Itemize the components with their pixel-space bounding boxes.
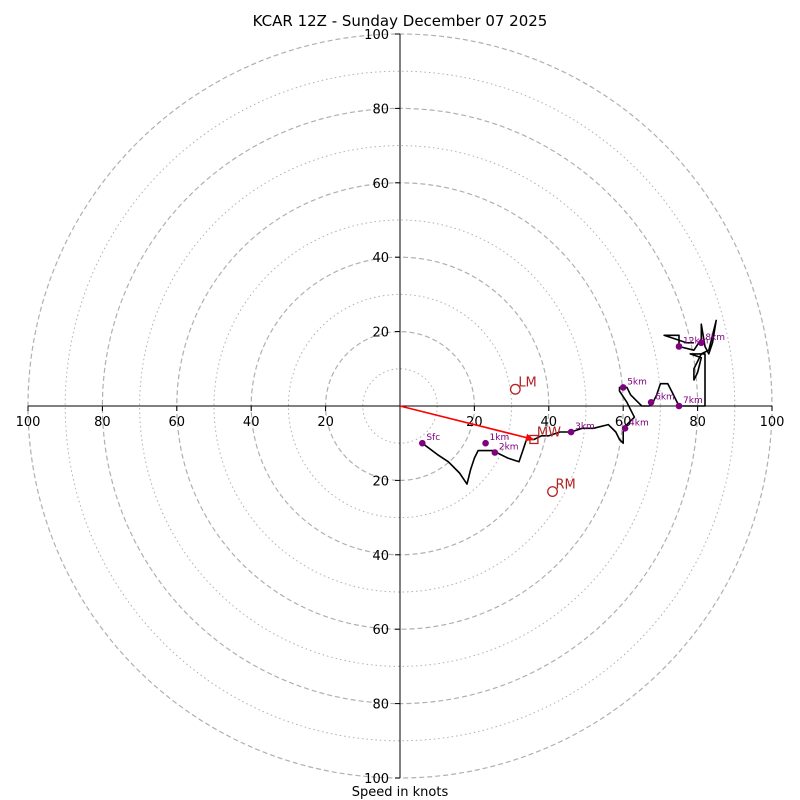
height-marker-label: 8km (705, 333, 725, 343)
height-marker-label: 1km (490, 433, 510, 443)
height-marker-label: 4km (629, 418, 649, 428)
hodograph-trace-group (421, 319, 718, 485)
x-tick-label: 20 (317, 415, 334, 430)
x-tick-label: 60 (169, 415, 186, 430)
x-axis-label: Speed in knots (352, 785, 449, 800)
height-marker-dot (675, 402, 683, 410)
x-tick-label: 100 (16, 415, 41, 430)
y-tick-label: 20 (372, 474, 389, 489)
x-tick-label: 80 (94, 415, 111, 430)
y-tick-label: 40 (372, 251, 389, 266)
y-tick-label: 100 (364, 772, 389, 787)
height-marker-dot (567, 428, 575, 436)
y-tick-label: 80 (372, 102, 389, 117)
height-marker-label: 5km (627, 377, 647, 387)
storm-motion-label: RM (556, 478, 576, 493)
hodograph-line (421, 319, 718, 485)
chart-title: KCAR 12Z - Sunday December 07 2025 (253, 12, 548, 30)
y-tick-label: 80 (372, 698, 389, 713)
height-marker-dot (491, 449, 499, 456)
height-marker-dot (419, 439, 426, 447)
height-marker-dot (621, 425, 629, 432)
shear-vector-line (399, 405, 535, 441)
y-tick-label: 40 (372, 549, 389, 564)
storm-motion-marker (509, 383, 521, 395)
storm-motion-marker (529, 434, 539, 445)
y-tick-label: 60 (372, 623, 389, 638)
y-tick-label: 20 (372, 326, 389, 341)
height-marker-dot (647, 398, 655, 406)
x-tick-label: 40 (243, 415, 260, 430)
storm-motion-label: MW (537, 425, 561, 440)
y-tick-label: 60 (372, 177, 389, 192)
height-marker-label: 2km (499, 443, 519, 453)
storm-motion-label: LM (518, 375, 536, 390)
storm-motion-marker (547, 486, 558, 498)
x-tick-label: 80 (689, 415, 706, 430)
x-tick-label: 100 (760, 415, 785, 430)
y-tick-label: 100 (364, 28, 389, 43)
height-marker-label: 7km (683, 396, 703, 406)
height-marker-dot (482, 439, 489, 447)
height-marker-dot (619, 384, 627, 391)
height-marker-label: 3km (575, 422, 595, 432)
tick-labels: 100 80 60 40 20 20 40 60 80 100100806040202040608… (16, 28, 785, 787)
height-marker-dot (675, 343, 683, 350)
storm-motion-markers: LM MW RM (509, 375, 576, 498)
x-tick-label: 40 (541, 415, 558, 430)
height-marker-label: 12km (683, 336, 708, 346)
height-marker-dot (698, 339, 705, 347)
height-marker-label: 6km (655, 392, 675, 402)
height-marker-label: Sfc (426, 433, 440, 443)
